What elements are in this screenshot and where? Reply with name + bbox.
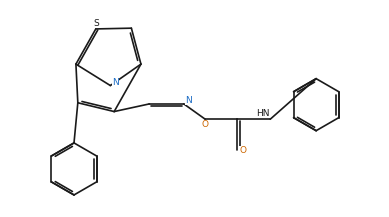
Text: HN: HN (257, 109, 270, 118)
Text: N: N (185, 95, 192, 105)
Text: N: N (112, 78, 119, 87)
Text: O: O (240, 146, 247, 155)
Text: S: S (93, 19, 99, 28)
Text: O: O (202, 120, 209, 129)
